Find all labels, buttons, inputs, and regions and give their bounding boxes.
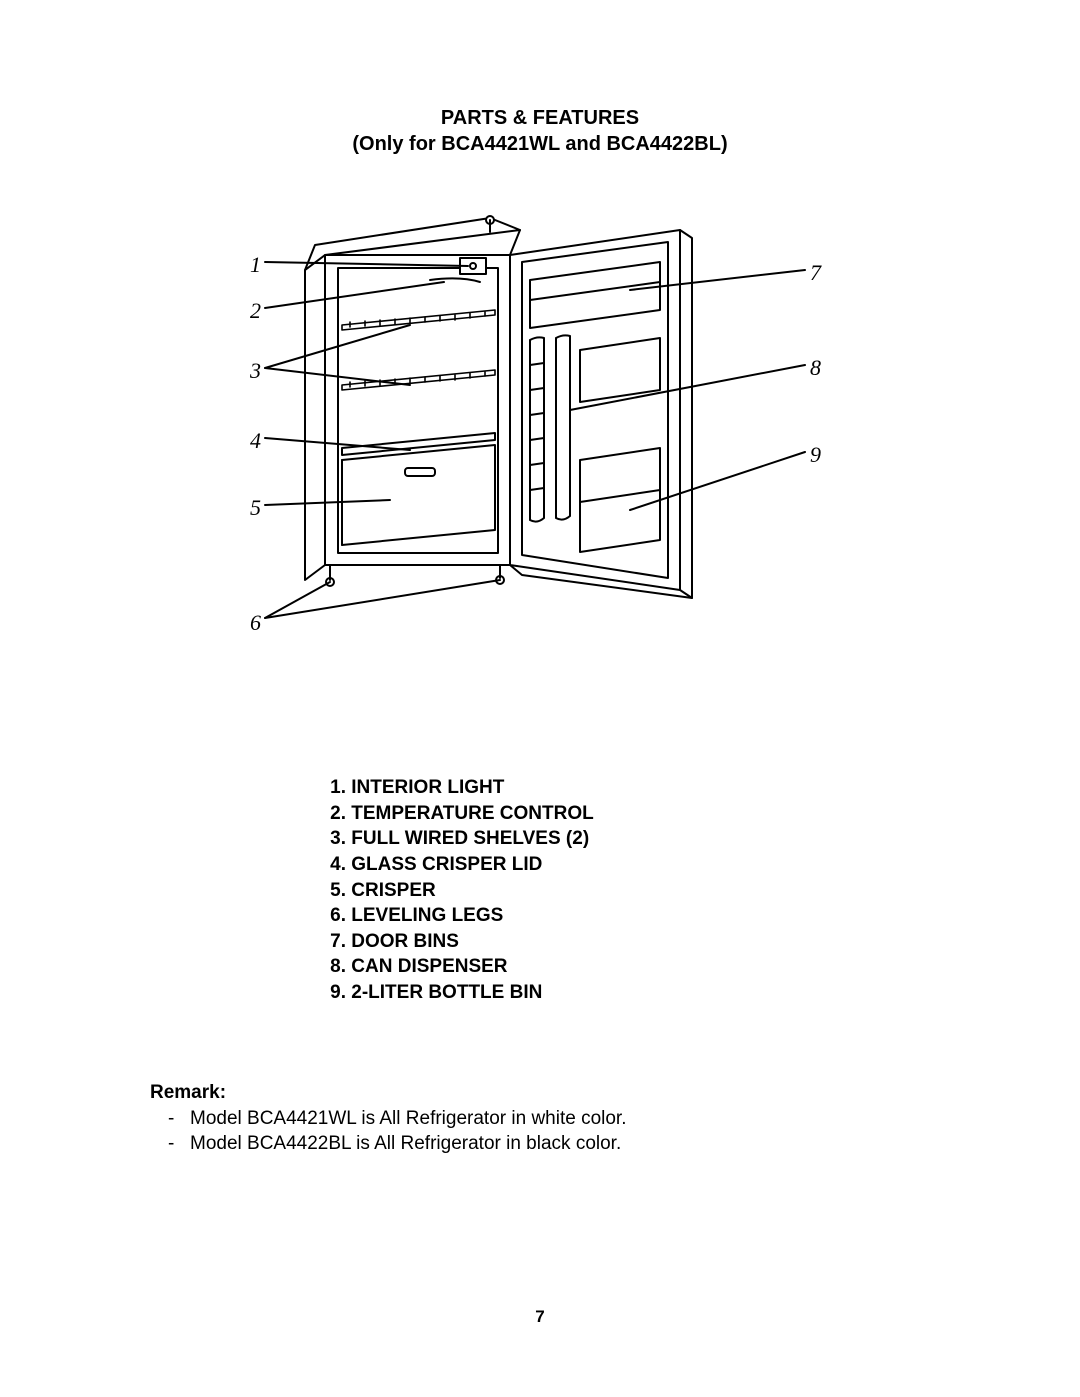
remark-item: Model BCA4422BL is All Refrigerator in b…	[150, 1131, 627, 1157]
callout-4: 4	[250, 428, 261, 454]
manual-page: PARTS & FEATURES (Only for BCA4421WL and…	[0, 0, 1080, 1397]
callout-5: 5	[250, 495, 261, 521]
callout-2: 2	[250, 298, 261, 324]
page-number: 7	[0, 1307, 1080, 1327]
fridge-diagram-svg	[230, 210, 850, 650]
remark-heading: Remark:	[150, 1080, 627, 1106]
callout-6: 6	[250, 610, 261, 636]
part-item: 4. GLASS CRISPER LID	[320, 852, 594, 878]
callout-3: 3	[250, 358, 261, 384]
callout-7: 7	[810, 260, 821, 286]
page-title: PARTS & FEATURES	[0, 105, 1080, 131]
callout-1: 1	[250, 252, 261, 278]
callout-8: 8	[810, 355, 821, 381]
callout-9: 9	[810, 442, 821, 468]
part-item: 3. FULL WIRED SHELVES (2)	[320, 826, 594, 852]
part-item: 5. CRISPER	[320, 878, 594, 904]
part-item: 8. CAN DISPENSER	[320, 954, 594, 980]
remark-item: Model BCA4421WL is All Refrigerator in w…	[150, 1106, 627, 1132]
page-subtitle: (Only for BCA4421WL and BCA4422BL)	[0, 131, 1080, 157]
parts-diagram: 1 2 3 4 5 6 7 8 9	[230, 210, 850, 650]
part-item: 1. INTERIOR LIGHT	[320, 775, 594, 801]
remark-block: Remark: Model BCA4421WL is All Refrigera…	[150, 1080, 627, 1157]
part-item: 9. 2-LITER BOTTLE BIN	[320, 980, 594, 1006]
part-item: 6. LEVELING LEGS	[320, 903, 594, 929]
part-item: 2. TEMPERATURE CONTROL	[320, 801, 594, 827]
parts-list: 1. INTERIOR LIGHT 2. TEMPERATURE CONTROL…	[320, 775, 594, 1006]
title-block: PARTS & FEATURES (Only for BCA4421WL and…	[0, 105, 1080, 157]
part-item: 7. DOOR BINS	[320, 929, 594, 955]
